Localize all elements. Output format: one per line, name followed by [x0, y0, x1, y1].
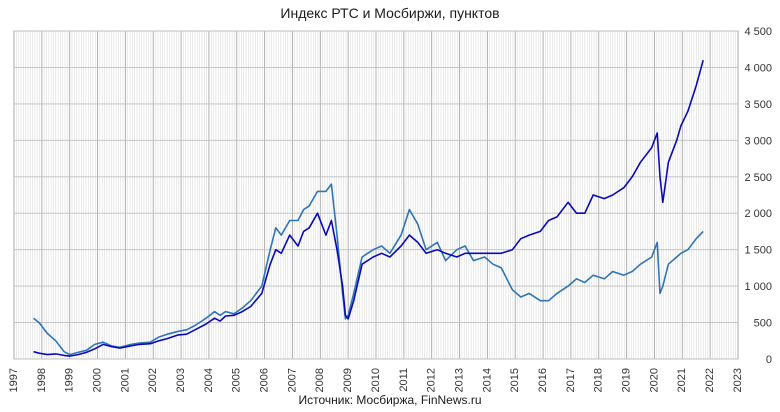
x-tick-label: 2023	[732, 368, 744, 392]
x-tick-label: 2016	[537, 368, 549, 392]
x-tick-label: 2009	[342, 368, 354, 392]
series-line-1	[33, 183, 704, 356]
y-tick-label: 2 500	[744, 172, 772, 184]
x-tick-label: 2003	[175, 368, 187, 392]
x-tick-label: 2010	[370, 368, 382, 392]
series-line-0	[33, 59, 704, 357]
y-tick-label: 1 000	[744, 281, 772, 293]
x-tick-label: 2004	[203, 368, 215, 392]
x-tick-label: 1998	[36, 368, 48, 392]
x-tick-label: 2005	[231, 368, 243, 392]
y-tick-label: 1 500	[744, 245, 772, 257]
x-tick-label: 2008	[314, 368, 326, 392]
x-tick-label: 2018	[593, 368, 605, 392]
y-tick-label: 0	[766, 354, 772, 366]
x-tick-label: 1999	[64, 368, 76, 392]
y-tick-label: 4 500	[744, 26, 772, 38]
x-tick-label: 2002	[147, 368, 159, 392]
x-tick-label: 2015	[509, 368, 521, 392]
y-tick-label: 4 000	[744, 62, 772, 74]
x-tick-label: 2019	[621, 368, 633, 392]
x-tick-label: 2013	[453, 368, 465, 392]
x-tick-label: 2000	[91, 368, 103, 392]
y-tick-label: 500	[754, 318, 772, 330]
x-tick-label: 1997	[8, 368, 20, 392]
x-tick-label: 2022	[704, 368, 716, 392]
x-tick-label: 2020	[648, 368, 660, 392]
chart-source: Источник: Мосбиржа, FinNews.ru	[298, 393, 482, 407]
x-tick-label: 2001	[119, 368, 131, 392]
chart-title: Индекс РТС и Мосбиржи, пунктов	[280, 5, 500, 21]
x-tick-label: 2017	[565, 368, 577, 392]
y-tick-label: 3 500	[744, 99, 772, 111]
x-tick-label: 2014	[481, 368, 493, 392]
y-tick-label: 2 000	[744, 208, 772, 220]
x-tick-label: 2011	[398, 368, 410, 392]
x-tick-label: 2021	[676, 368, 688, 392]
y-tick-label: 3 000	[744, 135, 772, 147]
x-tick-label: 2006	[259, 368, 271, 392]
x-tick-label: 2012	[426, 368, 438, 392]
x-tick-label: 2007	[286, 368, 298, 392]
